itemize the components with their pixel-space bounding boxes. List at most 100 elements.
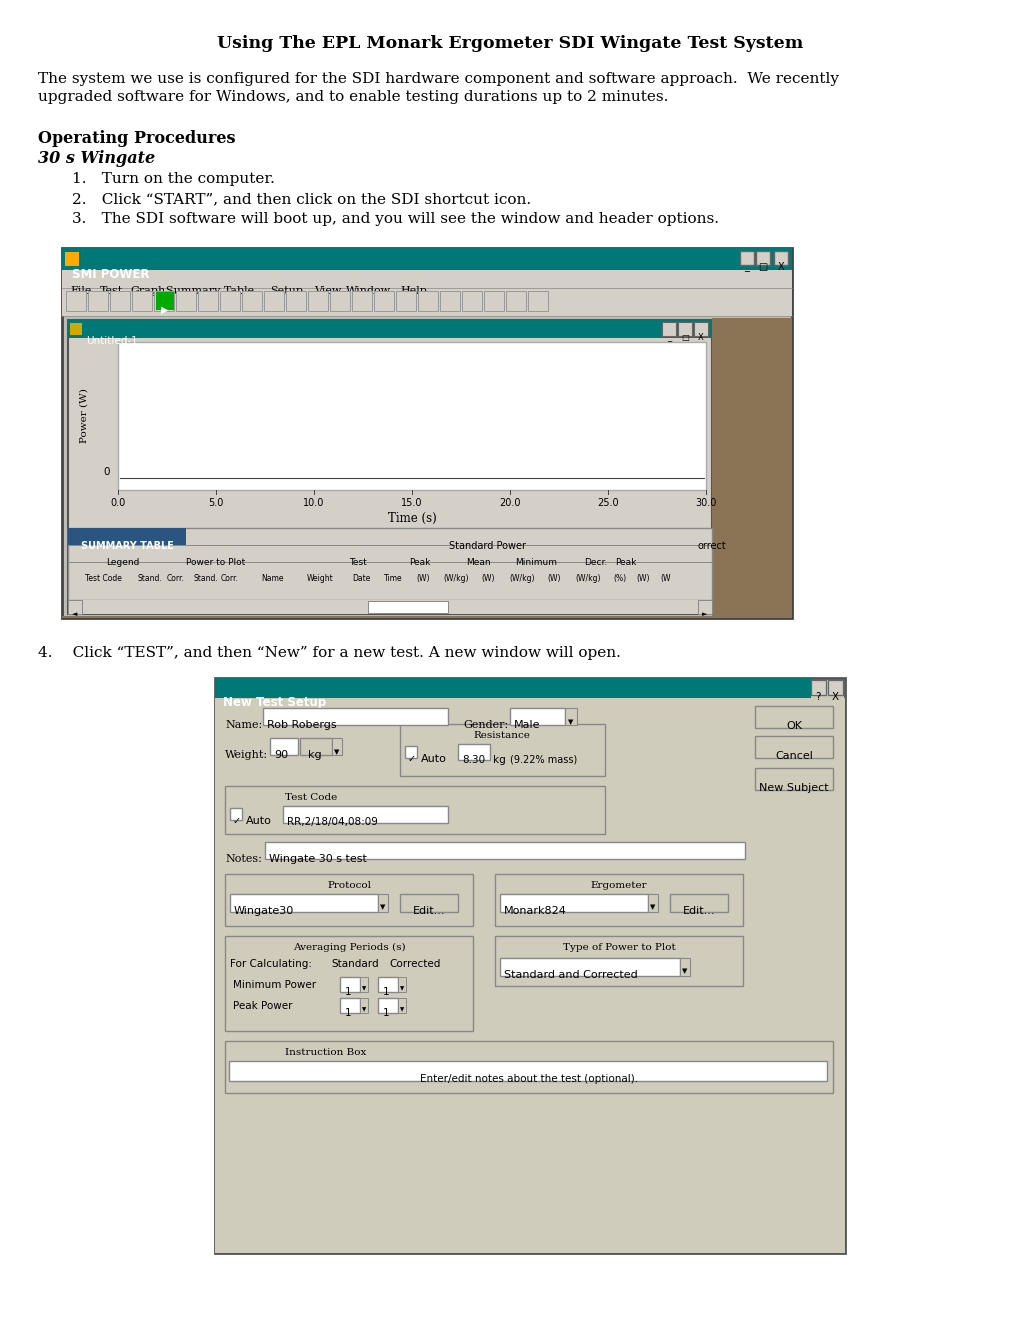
Text: (W): (W) — [416, 574, 429, 583]
Bar — [399, 894, 458, 912]
Text: Weight:: Weight: — [225, 750, 268, 760]
Text: Averaging Periods (s): Averaging Periods (s) — [292, 942, 405, 952]
Bar — [439, 290, 460, 312]
Text: 1: 1 — [344, 987, 352, 997]
Text: New Subject: New Subject — [758, 783, 828, 793]
Text: Type of Power to Plot: Type of Power to Plot — [562, 942, 675, 952]
Bar — [68, 601, 82, 614]
Bar — [62, 248, 791, 618]
Text: Using The EPL Monark Ergometer SDI Wingate Test System: Using The EPL Monark Ergometer SDI Winga… — [217, 36, 802, 51]
Text: ▼: ▼ — [682, 968, 687, 974]
Text: Peak: Peak — [409, 558, 430, 568]
Bar — [565, 708, 577, 725]
Bar — [220, 290, 239, 312]
Bar — [397, 998, 406, 1012]
Bar — [462, 290, 482, 312]
Bar — [399, 723, 604, 776]
Bar — [754, 737, 833, 758]
Text: Auto: Auto — [421, 754, 446, 764]
Bar — [300, 738, 331, 755]
Bar — [755, 251, 769, 265]
Text: Name:: Name: — [225, 719, 262, 730]
Bar — [711, 318, 791, 618]
Text: 8.30: 8.30 — [462, 755, 485, 766]
Bar — [88, 290, 108, 312]
Bar — [647, 894, 657, 912]
Bar — [418, 290, 437, 312]
Bar — [68, 528, 711, 601]
Text: 1. Turn on the computer.: 1. Turn on the computer. — [72, 172, 274, 186]
Text: Operating Procedures: Operating Procedures — [38, 129, 235, 147]
Text: kg: kg — [492, 755, 505, 766]
Bar — [264, 290, 283, 312]
Text: _: _ — [744, 261, 749, 272]
Bar — [661, 322, 676, 337]
Text: Resistance: Resistance — [473, 731, 530, 741]
Text: The system we use is configured for the SDI hardware component and software appr: The system we use is configured for the … — [38, 73, 839, 86]
Text: 1: 1 — [382, 987, 389, 997]
Text: 1: 1 — [382, 1008, 389, 1018]
Text: (W/kg): (W/kg) — [443, 574, 469, 583]
Text: (9.22% mass): (9.22% mass) — [510, 755, 577, 766]
Text: Peak: Peak — [614, 558, 636, 568]
Text: 0.0: 0.0 — [110, 498, 125, 508]
Text: Wingate30: Wingate30 — [233, 906, 293, 916]
Bar — [66, 290, 86, 312]
Text: _: _ — [666, 333, 671, 342]
Text: 20.0: 20.0 — [498, 498, 521, 508]
Text: Edit...: Edit... — [413, 906, 445, 916]
Bar — [62, 248, 791, 271]
Text: kg: kg — [308, 750, 321, 760]
Text: □: □ — [758, 261, 767, 272]
Text: Instruction Box: Instruction Box — [284, 1048, 366, 1057]
Text: Power to Plot: Power to Plot — [186, 558, 246, 568]
Bar — [154, 290, 174, 312]
Bar — [242, 290, 262, 312]
Bar — [229, 1061, 826, 1081]
Text: ▼: ▼ — [362, 1007, 366, 1012]
Text: ◄: ◄ — [72, 611, 77, 616]
Text: Test Code: Test Code — [85, 574, 121, 583]
Bar — [352, 290, 372, 312]
Text: Standard Power: Standard Power — [449, 541, 526, 550]
Text: 4.  Click “TEST”, and then “New” for a new test. A new window will open.: 4. Click “TEST”, and then “New” for a ne… — [38, 645, 621, 660]
Text: X: X — [830, 692, 838, 702]
Bar — [285, 290, 306, 312]
Bar — [499, 894, 647, 912]
Bar — [773, 251, 788, 265]
Bar — [528, 290, 547, 312]
Bar — [360, 977, 368, 993]
Text: Summary Table: Summary Table — [166, 286, 254, 296]
Text: Test: Test — [100, 286, 123, 296]
Bar — [693, 322, 707, 337]
Text: Name: Name — [262, 574, 284, 583]
Bar — [176, 290, 196, 312]
Bar — [118, 342, 705, 490]
Bar — [680, 958, 689, 975]
Text: Gender:: Gender: — [463, 719, 507, 730]
Bar — [368, 601, 447, 612]
Text: ▶: ▶ — [161, 305, 168, 315]
Bar — [331, 738, 341, 755]
Text: ▼: ▼ — [399, 1007, 404, 1012]
Text: 3. The SDI software will boot up, and you will see the window and header options: 3. The SDI software will boot up, and yo… — [72, 213, 718, 226]
Bar — [68, 528, 185, 545]
Bar — [225, 785, 604, 834]
Bar — [198, 290, 218, 312]
Text: SUMMARY TABLE: SUMMARY TABLE — [81, 541, 173, 550]
Bar — [263, 708, 447, 725]
Text: Ergometer: Ergometer — [590, 880, 647, 890]
Text: Untitled-1: Untitled-1 — [86, 337, 138, 346]
Bar — [62, 271, 791, 288]
Bar — [68, 601, 711, 614]
Text: 5.0: 5.0 — [208, 498, 223, 508]
Bar — [378, 998, 397, 1012]
Bar — [378, 977, 397, 993]
Text: 2. Click “START”, and then click on the SDI shortcut icon.: 2. Click “START”, and then click on the … — [72, 191, 531, 206]
Text: 1: 1 — [344, 1008, 352, 1018]
Bar — [308, 290, 328, 312]
Text: upgraded software for Windows, and to enable testing durations up to 2 minutes.: upgraded software for Windows, and to en… — [38, 90, 667, 104]
Text: 30.0: 30.0 — [695, 498, 716, 508]
Bar — [225, 874, 473, 927]
Text: SMI POWER: SMI POWER — [72, 268, 150, 281]
